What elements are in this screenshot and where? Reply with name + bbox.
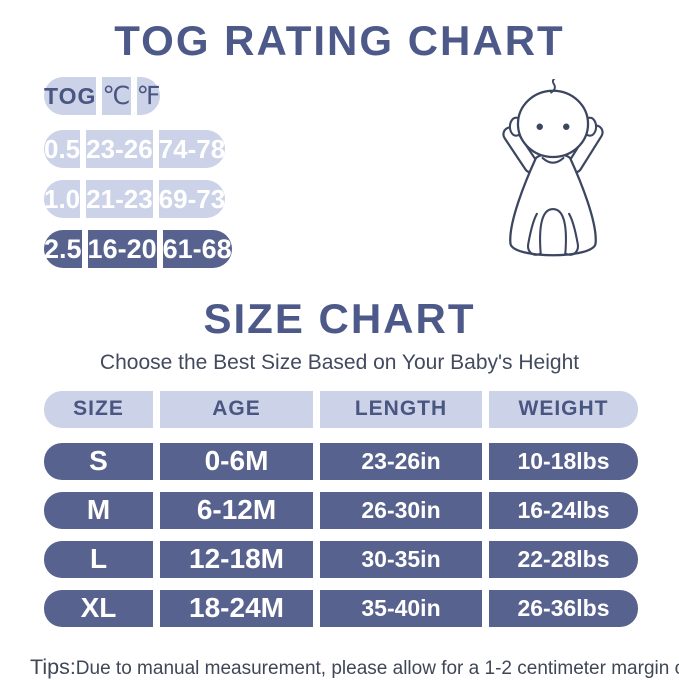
fahrenheit-value: 74-78: [158, 133, 226, 164]
tog-rating-table: TOG ℃ ℉ 0.5 23-26 74-78 1.0 21-23 69-73 …: [44, 77, 442, 280]
tog-cell: 16-20: [87, 230, 157, 269]
tog-header-row: TOG ℃ ℉: [44, 77, 442, 116]
size-header-cell: SIZE: [44, 390, 153, 428]
size-value: L: [89, 543, 108, 575]
length-value: 30-35in: [361, 545, 441, 572]
baby-in-sleep-sack-icon: [502, 76, 604, 257]
tog-row-0.5: 0.5 23-26 74-78: [44, 130, 442, 169]
size-cell: 10-18lbs: [489, 442, 638, 480]
weight-value: 26-36lbs: [517, 594, 610, 621]
age-value: 0-6M: [204, 445, 269, 477]
length-header-cell: LENGTH: [320, 390, 482, 428]
size-table: SIZE AGE LENGTH WEIGHT S 0-6M 23-26in 10…: [44, 390, 638, 639]
size-value: S: [89, 445, 108, 477]
tips-footer: Tips:Due to manual measurement, please a…: [30, 655, 679, 680]
tog-column-label: TOG: [44, 82, 97, 109]
age-value: 18-24M: [189, 592, 284, 624]
size-header-row: SIZE AGE LENGTH WEIGHT: [44, 390, 638, 428]
tog-row-1.0: 1.0 21-23 69-73: [44, 180, 442, 219]
tog-value: 0.5: [44, 133, 81, 164]
size-cell: L: [44, 540, 153, 578]
tog-cell: 69-73: [158, 180, 226, 219]
size-cell: 6-12M: [160, 491, 313, 529]
fahrenheit-column-label: ℉: [136, 82, 161, 111]
size-cell: 18-24M: [160, 589, 313, 627]
size-chart-title: SIZE CHART: [203, 295, 476, 343]
tog-value: 2.5: [44, 233, 82, 264]
length-value: 35-40in: [361, 594, 441, 621]
age-value: 6-12M: [196, 494, 277, 526]
tog-value: 1.0: [44, 183, 81, 214]
size-cell: M: [44, 491, 153, 529]
size-cell: 22-28lbs: [489, 540, 638, 578]
weight-value: 22-28lbs: [517, 545, 610, 572]
fahrenheit-value: 69-73: [158, 183, 226, 214]
size-cell: 30-35in: [320, 540, 482, 578]
fahrenheit-header-cell: ℉: [136, 77, 161, 116]
celsius-value: 23-26: [86, 133, 153, 164]
length-value: 23-26in: [361, 447, 441, 474]
size-row-XL: XL 18-24M 35-40in 26-36lbs: [44, 589, 638, 627]
tog-header-cell: TOG: [44, 77, 97, 116]
celsius-column-label: ℃: [102, 82, 131, 111]
tips-label: Tips:: [30, 654, 76, 679]
size-cell: 35-40in: [320, 589, 482, 627]
baby-illustration: [482, 76, 624, 276]
size-column-label: SIZE: [73, 397, 124, 421]
size-cell: 23-26in: [320, 442, 482, 480]
celsius-header-cell: ℃: [102, 77, 131, 116]
size-cell: XL: [44, 589, 153, 627]
fahrenheit-value: 61-68: [162, 233, 232, 264]
tog-cell: 1.0: [44, 180, 81, 219]
length-column-label: LENGTH: [354, 397, 448, 421]
tog-row-2.5-highlighted: 2.5 16-20 61-68: [44, 230, 442, 269]
size-cell: 26-36lbs: [489, 589, 638, 627]
tog-cell: 0.5: [44, 130, 81, 169]
size-row-S: S 0-6M 23-26in 10-18lbs: [44, 442, 638, 480]
size-cell: 26-30in: [320, 491, 482, 529]
tog-cell: 61-68: [162, 230, 232, 269]
weight-column-label: WEIGHT: [518, 397, 609, 421]
tog-chart-title: TOG RATING CHART: [114, 17, 565, 64]
tips-text: Due to manual measurement, please allow …: [75, 657, 679, 679]
weight-header-cell: WEIGHT: [489, 390, 638, 428]
size-cell: 12-18M: [160, 540, 313, 578]
size-cell: 16-24lbs: [489, 491, 638, 529]
size-value: M: [86, 494, 111, 526]
size-value: XL: [80, 592, 117, 624]
size-cell: S: [44, 442, 153, 480]
tog-section: TOG ℃ ℉ 0.5 23-26 74-78 1.0 21-23 69-73 …: [44, 76, 679, 280]
tog-cell: 2.5: [44, 230, 82, 269]
weight-value: 10-18lbs: [517, 447, 610, 474]
age-column-label: AGE: [212, 397, 261, 421]
age-value: 12-18M: [189, 543, 284, 575]
celsius-value: 16-20: [87, 233, 157, 264]
size-cell: 0-6M: [160, 442, 313, 480]
length-value: 26-30in: [361, 496, 441, 523]
weight-value: 16-24lbs: [517, 496, 610, 523]
size-row-M: M 6-12M 26-30in 16-24lbs: [44, 491, 638, 529]
tog-cell: 23-26: [86, 130, 153, 169]
age-header-cell: AGE: [160, 390, 313, 428]
size-row-L: L 12-18M 30-35in 22-28lbs: [44, 540, 638, 578]
size-chart-subtitle: Choose the Best Size Based on Your Baby'…: [99, 350, 580, 374]
tog-cell: 21-23: [86, 180, 153, 219]
celsius-value: 21-23: [86, 183, 153, 214]
tog-cell: 74-78: [158, 130, 226, 169]
